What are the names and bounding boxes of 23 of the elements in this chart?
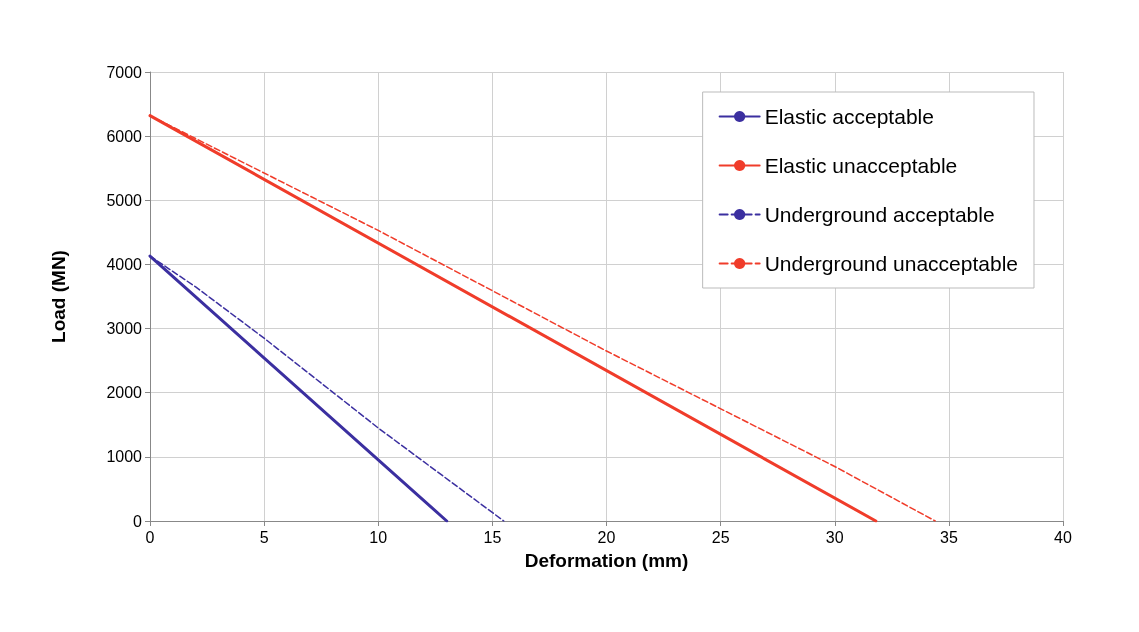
x-axis-title: Deformation (mm) (524, 550, 689, 571)
x-tick-label: 40 (1054, 528, 1072, 546)
y-tick-label: 4000 (106, 255, 143, 273)
x-tick-label: 20 (597, 528, 616, 546)
y-tick-label: 7000 (106, 63, 143, 81)
y-tick-label: 2000 (106, 384, 143, 402)
y-tick-label: 5000 (106, 191, 143, 209)
x-tick-label: 10 (369, 528, 388, 546)
legend-label: Underground unacceptable (764, 252, 1019, 275)
y-tick-label: 3000 (106, 320, 143, 338)
legend-label: Elastic unacceptable (764, 154, 958, 177)
x-tick-label: 5 (259, 528, 269, 546)
x-tick-label: 30 (825, 528, 844, 546)
legend-label: Underground acceptable (764, 203, 995, 226)
x-tick-label: 0 (145, 528, 155, 546)
x-tick-label: 35 (939, 528, 958, 546)
x-tick-label: 25 (711, 528, 730, 546)
legend-label: Elastic acceptable (764, 105, 934, 128)
y-tick-label: 0 (133, 512, 143, 530)
x-tick-label: 15 (483, 528, 502, 546)
y-axis-title: Load (MN) (48, 250, 69, 343)
y-tick-label: 1000 (106, 448, 143, 466)
y-tick-label: 6000 (106, 127, 143, 145)
